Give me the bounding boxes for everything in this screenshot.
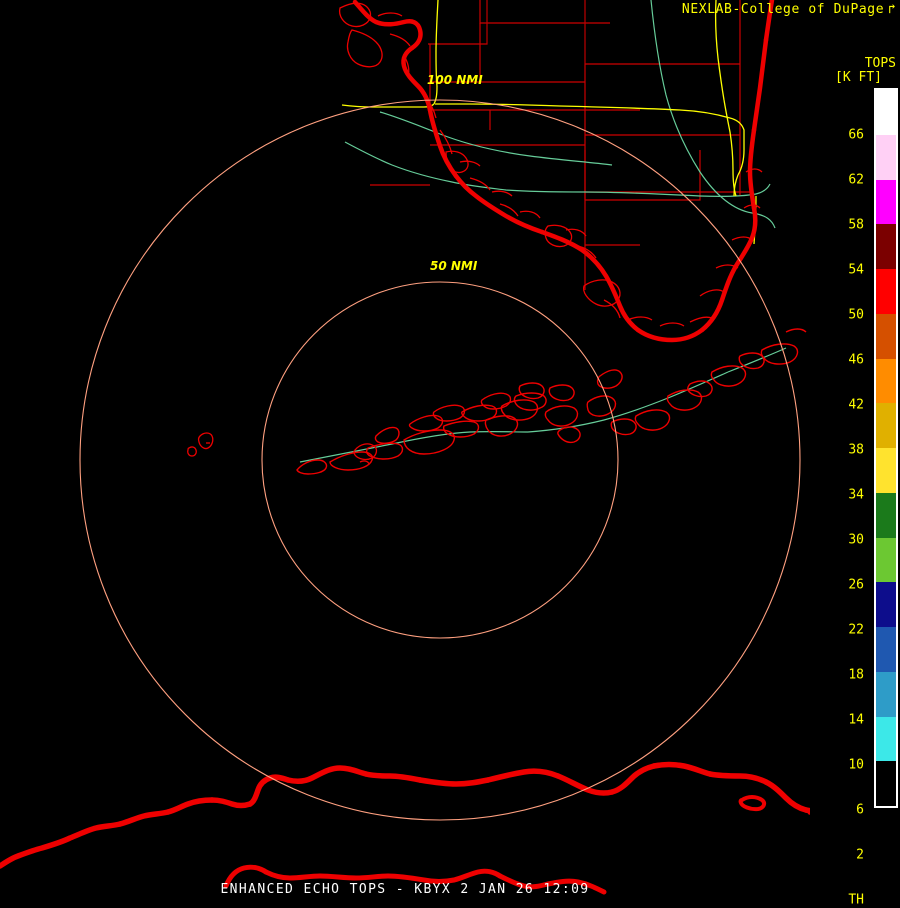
colorbar-band-22 [876,582,896,627]
colorbar-band-34 [876,448,896,493]
colorbar-tick-labels: 66 62 58 54 50 46 42 38 34 30 26 22 18 14 10 6 2 TH [812,88,870,908]
coastline-cuba-south [223,864,607,895]
colorbar-band-46 [876,313,896,359]
range-ring-label-100nmi: 100 NMI [427,73,483,87]
colorbar-units-label: [K FT] [835,70,882,85]
range-ring-label-50nmi: 50 NMI [430,259,478,273]
colorbar-tick-26: 26 [848,577,864,593]
colorbar-tick-6: 6 [856,802,864,818]
colorbar-tick-30: 30 [848,532,864,548]
coastline-cuba-keys [738,795,767,812]
colorbar-band-62 [876,134,896,180]
range-rings-layer [79,99,801,821]
map-vector-layer [0,0,810,895]
colorbar-color-strip [876,90,896,806]
range-ring-100nmi [79,99,801,821]
colorbar-band-42 [876,358,896,404]
coastline-barrier-islands [338,2,763,327]
colorbar-tick-14: 14 [848,712,864,728]
colorbar-tick-2: 2 [856,847,864,863]
coastline-cuba-layer [0,761,810,869]
colorbar-band-50 [876,269,896,314]
colorbar-tick-50: 50 [848,307,864,323]
colorbar-band-30 [876,492,896,538]
colorbar-band-58 [876,179,896,225]
colorbar-band-TH [876,761,896,806]
colorbar-tick-18: 18 [848,667,864,683]
product-caption: ENHANCED ECHO TOPS - KBYX 2 JAN 26 12:09 [220,882,590,897]
provider-credit: NEXLAB-College of DuPage ↱ [682,2,896,17]
colorbar-tick-34: 34 [848,487,864,503]
colorbar-tick-66: 66 [848,127,864,143]
colorbar-band-38 [876,403,896,448]
boundary-lines-secondary [486,0,586,64]
colorbar-band-26 [876,537,896,583]
colorbar-tick-62: 62 [848,172,864,188]
colorbar-band-18 [876,627,896,672]
colorbar-band-66plus [876,90,896,135]
coastline-small-islands [187,432,378,465]
colorbar-band-10 [876,716,896,762]
radar-map-canvas[interactable] [0,0,810,900]
colorbar-band-54 [876,224,896,269]
colorbar-tick-22: 22 [848,622,864,638]
colorbar-tick-TH: TH [848,892,864,908]
colorbar-frame[interactable] [874,88,898,808]
colorbar-tick-58: 58 [848,217,864,233]
cod-logo-icon: ↱ [888,2,896,17]
colorbar-tick-10: 10 [848,757,864,773]
coastline-florida-layer [352,0,775,343]
range-ring-50nmi [261,281,619,639]
colorbar-band-14 [876,671,896,717]
provider-credit-text: NEXLAB-College of DuPage [681,2,885,17]
highway-green-layer [299,0,787,463]
colorbar-panel: TOPS [K FT] 66 62 58 54 50 46 42 38 34 30 26 22 18 14… [812,0,900,908]
highway-yellow-layer [341,0,757,245]
county-boundaries-layer [370,0,752,290]
coastline-florida-keys [296,328,807,475]
colorbar-tick-46: 46 [848,352,864,368]
colorbar-tick-38: 38 [848,442,864,458]
colorbar-title: TOPS [864,56,896,71]
colorbar-tick-42: 42 [848,397,864,413]
colorbar-tick-54: 54 [848,262,864,278]
